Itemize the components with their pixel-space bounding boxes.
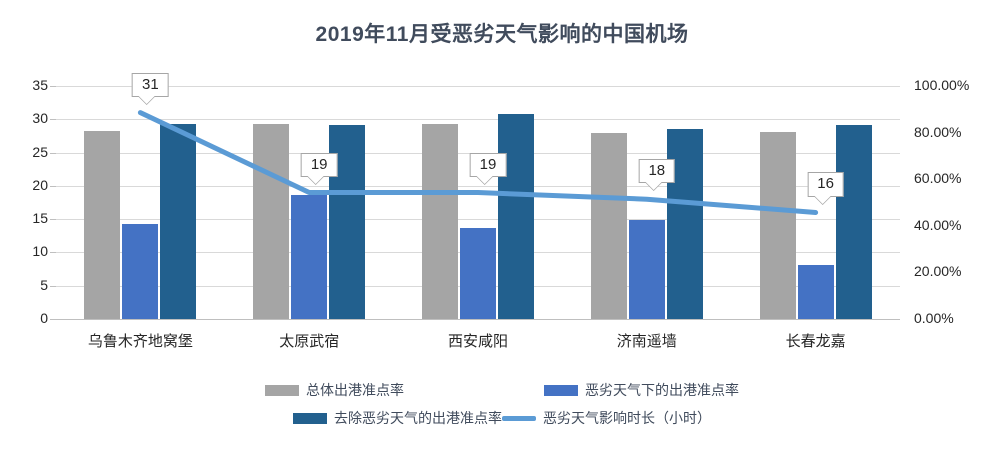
y-axis-left-tick-mark	[50, 219, 56, 221]
data-label-tail	[307, 175, 324, 184]
gridline	[56, 319, 900, 320]
data-label-duration-2: 19	[469, 152, 507, 184]
bar-0-1[interactable]	[253, 123, 290, 319]
bar-1-1[interactable]	[291, 195, 328, 319]
bar-0-0[interactable]	[84, 131, 121, 319]
data-label-duration-4: 16	[807, 172, 844, 204]
bar-0-2[interactable]	[422, 123, 458, 319]
y-axis-left-tick-mark	[50, 252, 56, 254]
data-label-value: 19	[310, 155, 328, 173]
y-axis-left-tick-label: 25	[32, 143, 48, 160]
data-label-value: 19	[479, 155, 497, 173]
data-label-value: 18	[648, 162, 666, 180]
gridline	[56, 219, 900, 221]
y-axis-left-tick-mark	[50, 152, 56, 154]
bar-1-3[interactable]	[628, 219, 665, 319]
x-axis-label-3: 济南遥墙	[616, 333, 677, 350]
legend-label-2: 去除恶劣天气的出港准点率	[334, 410, 502, 426]
gridline	[56, 119, 900, 121]
legend-swatch-1	[544, 384, 578, 396]
y-axis-right-tick-label: 100.00%	[914, 77, 970, 93]
bar-2-0[interactable]	[160, 123, 197, 319]
y-axis-right-tick-label: 80.00%	[914, 123, 962, 140]
legend-label-0: 总体出港准点率	[306, 382, 404, 398]
bar-0-4[interactable]	[759, 131, 796, 319]
x-axis-label-1: 太原武宿	[279, 333, 340, 350]
bar-0-3[interactable]	[590, 132, 627, 319]
data-label-duration-0: 31	[132, 72, 169, 104]
data-label-value: 16	[817, 175, 834, 193]
legend-swatch-2	[293, 412, 327, 424]
x-axis-label-0: 乌鲁木齐地窝堡	[87, 333, 193, 350]
y-axis-left-tick-label: 10	[32, 243, 48, 260]
chart-title: 2019年11月受恶劣天气影响的中国机场	[315, 23, 689, 46]
data-label-duration-3: 18	[638, 159, 676, 191]
y-axis-right-tick-label: 20.00%	[914, 263, 962, 280]
data-label-tail	[814, 195, 831, 204]
y-axis-right-tick-label: 60.00%	[914, 170, 962, 187]
y-axis-left-tick-mark	[50, 319, 56, 320]
plot-area: 31 19 19 18 16	[56, 72, 900, 320]
y-axis-left-tick-mark	[50, 119, 56, 121]
bar-1-2[interactable]	[460, 227, 496, 319]
y-axis-right-tick-label: 40.00%	[914, 216, 962, 233]
y-axis-left-tick-label: 5	[40, 276, 48, 293]
legend-swatch-0	[265, 384, 299, 396]
y-axis-right-tick-label: 0.00%	[914, 310, 954, 326]
legend-item-3[interactable]: 恶劣天气影响时长（小时）	[502, 408, 711, 428]
y-axis-left-tick-label: 35	[32, 77, 48, 93]
gridline	[56, 86, 900, 87]
data-label-tail	[139, 95, 156, 104]
chart-legend: 总体出港准点率 恶劣天气下的出港准点率 去除恶劣天气的出港准点率 恶劣天气影响时长（…	[0, 376, 1004, 432]
bar-1-4[interactable]	[797, 265, 834, 319]
bar-1-0[interactable]	[122, 223, 159, 319]
y-axis-left-tick-label: 15	[32, 210, 48, 227]
data-label-tail	[476, 175, 493, 184]
data-label-value: 31	[142, 75, 159, 93]
legend-item-1[interactable]: 恶劣天气下的出港准点率	[544, 380, 739, 400]
bar-2-3[interactable]	[666, 128, 703, 319]
legend-label-1: 恶劣天气下的出港准点率	[585, 382, 739, 398]
x-axis-label-2: 西安咸阳	[447, 333, 508, 350]
y-axis-left-tick-mark	[50, 285, 56, 287]
y-axis-left-tick-mark	[50, 185, 56, 187]
data-label-tail	[645, 182, 662, 191]
legend-item-0[interactable]: 总体出港准点率	[265, 380, 404, 400]
bar-2-4[interactable]	[835, 125, 872, 319]
bar-2-2[interactable]	[498, 113, 534, 319]
legend-swatch-3	[502, 415, 536, 421]
y-axis-left-tick-label: 20	[32, 176, 48, 193]
data-label-duration-1: 19	[300, 152, 338, 184]
legend-label-3: 恶劣天气影响时长（小时）	[543, 410, 711, 426]
y-axis-left-tick-mark	[50, 86, 56, 87]
y-axis-left-tick-label: 30	[32, 110, 48, 127]
x-axis-label-4: 长春龙嘉	[785, 333, 846, 350]
legend-item-2[interactable]: 去除恶劣天气的出港准点率	[293, 408, 502, 428]
legend-row-bottom: 去除恶劣天气的出港准点率 恶劣天气影响时长（小时）	[0, 404, 1004, 432]
legend-row-top: 总体出港准点率 恶劣天气下的出港准点率	[0, 376, 1004, 404]
y-axis-left-tick-label: 0	[40, 310, 48, 326]
